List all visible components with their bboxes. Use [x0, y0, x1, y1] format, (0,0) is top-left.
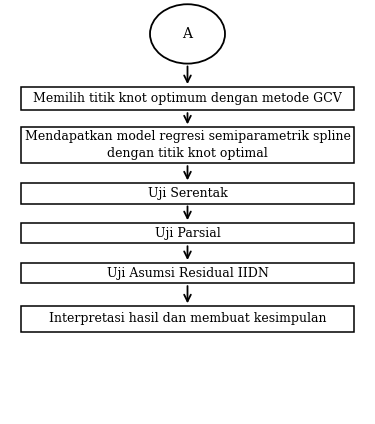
Text: Memilih titik knot optimum dengan metode GCV: Memilih titik knot optimum dengan metode… [33, 92, 342, 105]
Bar [21, 263, 354, 283]
Bar [21, 127, 354, 163]
Bar [21, 183, 354, 204]
Text: Uji Parsial: Uji Parsial [154, 227, 220, 240]
Bar [21, 306, 354, 332]
Bar [21, 87, 354, 110]
Text: A: A [183, 27, 192, 41]
Text: Uji Asumsi Residual IIDN: Uji Asumsi Residual IIDN [106, 267, 268, 279]
Text: Interpretasi hasil dan membuat kesimpulan: Interpretasi hasil dan membuat kesimpula… [49, 312, 326, 325]
Text: Uji Serentak: Uji Serentak [148, 187, 227, 200]
Bar [21, 223, 354, 243]
Text: Mendapatkan model regresi semiparametrik spline
dengan titik knot optimal: Mendapatkan model regresi semiparametrik… [25, 131, 350, 160]
